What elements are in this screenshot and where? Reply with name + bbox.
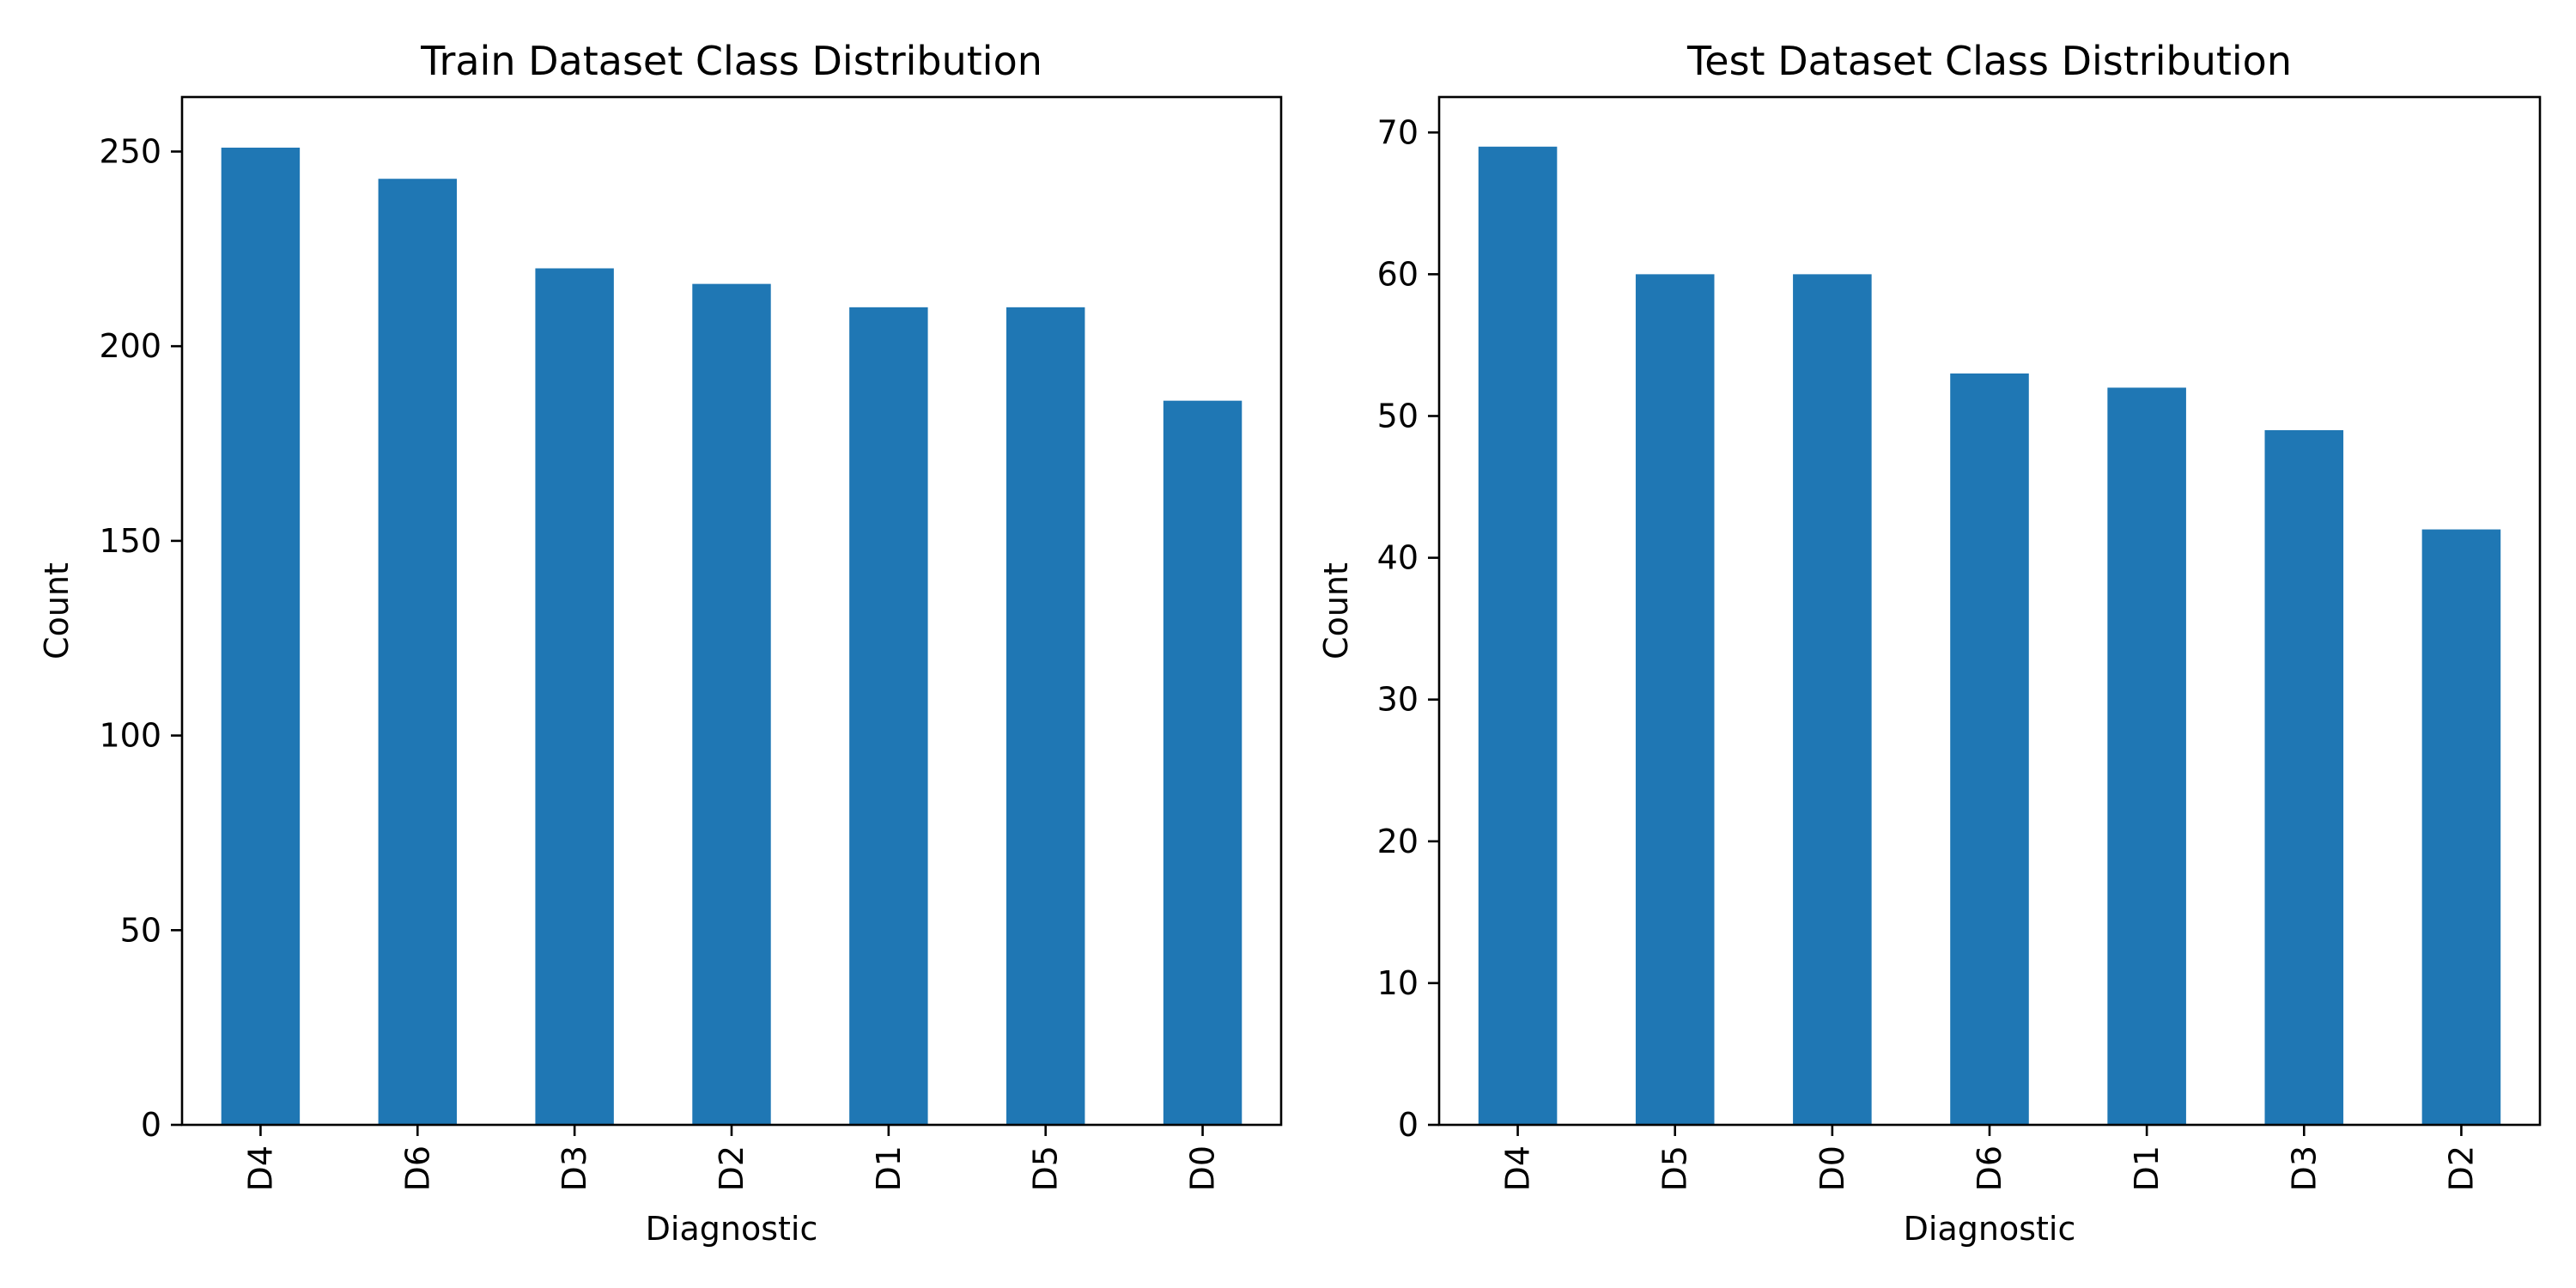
- test-bar-d0: [1793, 274, 1872, 1126]
- train-ytick-label: 200: [99, 327, 161, 365]
- test-chart-panel: 0 10 20 30 40 50 60 70 D4 D5 D0 D6 D1 D3 D2 Test Datase…: [1317, 38, 2542, 1248]
- test-xtick-label: D1: [2128, 1145, 2166, 1191]
- train-ytick-label: 0: [141, 1106, 161, 1144]
- test-bar-d5: [1635, 274, 1715, 1126]
- train-bar-d3: [535, 268, 614, 1125]
- test-bar-d6: [1950, 373, 2029, 1125]
- test-ytick-label: 50: [1377, 397, 1419, 434]
- train-xtick-label: D4: [241, 1145, 279, 1191]
- test-bar-d2: [2421, 529, 2501, 1125]
- train-x-axis-label: Diagnostic: [646, 1210, 818, 1248]
- train-ytick-label: 150: [99, 522, 161, 560]
- test-ytick-label: 20: [1377, 823, 1419, 860]
- test-ytick-label: 0: [1398, 1106, 1419, 1144]
- train-bar-d1: [849, 307, 928, 1125]
- train-bar-d5: [1006, 307, 1085, 1125]
- train-xtick-label: D6: [398, 1145, 436, 1191]
- test-x-axis-label: Diagnostic: [1904, 1210, 2076, 1248]
- test-xtick-label: D4: [1499, 1145, 1537, 1191]
- train-xtick-label: D0: [1184, 1145, 1222, 1191]
- test-bar-d1: [2107, 387, 2186, 1126]
- test-bar-d3: [2264, 429, 2344, 1125]
- train-ytick-label: 100: [99, 717, 161, 755]
- test-y-axis-label: Count: [1317, 562, 1355, 659]
- train-bar-d0: [1163, 400, 1242, 1126]
- train-bar-d6: [378, 179, 457, 1125]
- test-ytick-label: 70: [1377, 113, 1419, 151]
- train-chart-title: Train Dataset Class Distribution: [420, 38, 1042, 84]
- train-chart-panel: 0 50 100 150 200 250 D4 D6 D3 D2 D1 D5 D0 Train Datas…: [38, 38, 1283, 1248]
- test-bar-d4: [1478, 146, 1558, 1125]
- test-xtick-label: D6: [1971, 1145, 2008, 1191]
- train-xtick-label: D1: [870, 1145, 908, 1191]
- test-xtick-label: D3: [2285, 1145, 2323, 1191]
- test-xtick-label: D0: [1814, 1145, 1851, 1191]
- test-ytick-label: 10: [1377, 964, 1419, 1002]
- train-bar-d2: [692, 283, 771, 1125]
- train-y-axis-label: Count: [38, 562, 76, 659]
- test-ytick-label: 30: [1377, 681, 1419, 719]
- train-xtick-label: D2: [713, 1145, 750, 1191]
- train-bar-d4: [221, 147, 301, 1126]
- test-xtick-label: D5: [1656, 1145, 1694, 1191]
- train-xtick-label: D5: [1027, 1145, 1065, 1191]
- train-ytick-label: 250: [99, 132, 161, 170]
- train-xtick-label: D3: [556, 1145, 593, 1191]
- test-chart-title: Test Dataset Class Distribution: [1686, 38, 2292, 84]
- test-xtick-label: D2: [2442, 1145, 2480, 1191]
- test-ytick-label: 60: [1377, 255, 1419, 293]
- train-ytick-label: 50: [120, 911, 161, 949]
- test-ytick-label: 40: [1377, 539, 1419, 577]
